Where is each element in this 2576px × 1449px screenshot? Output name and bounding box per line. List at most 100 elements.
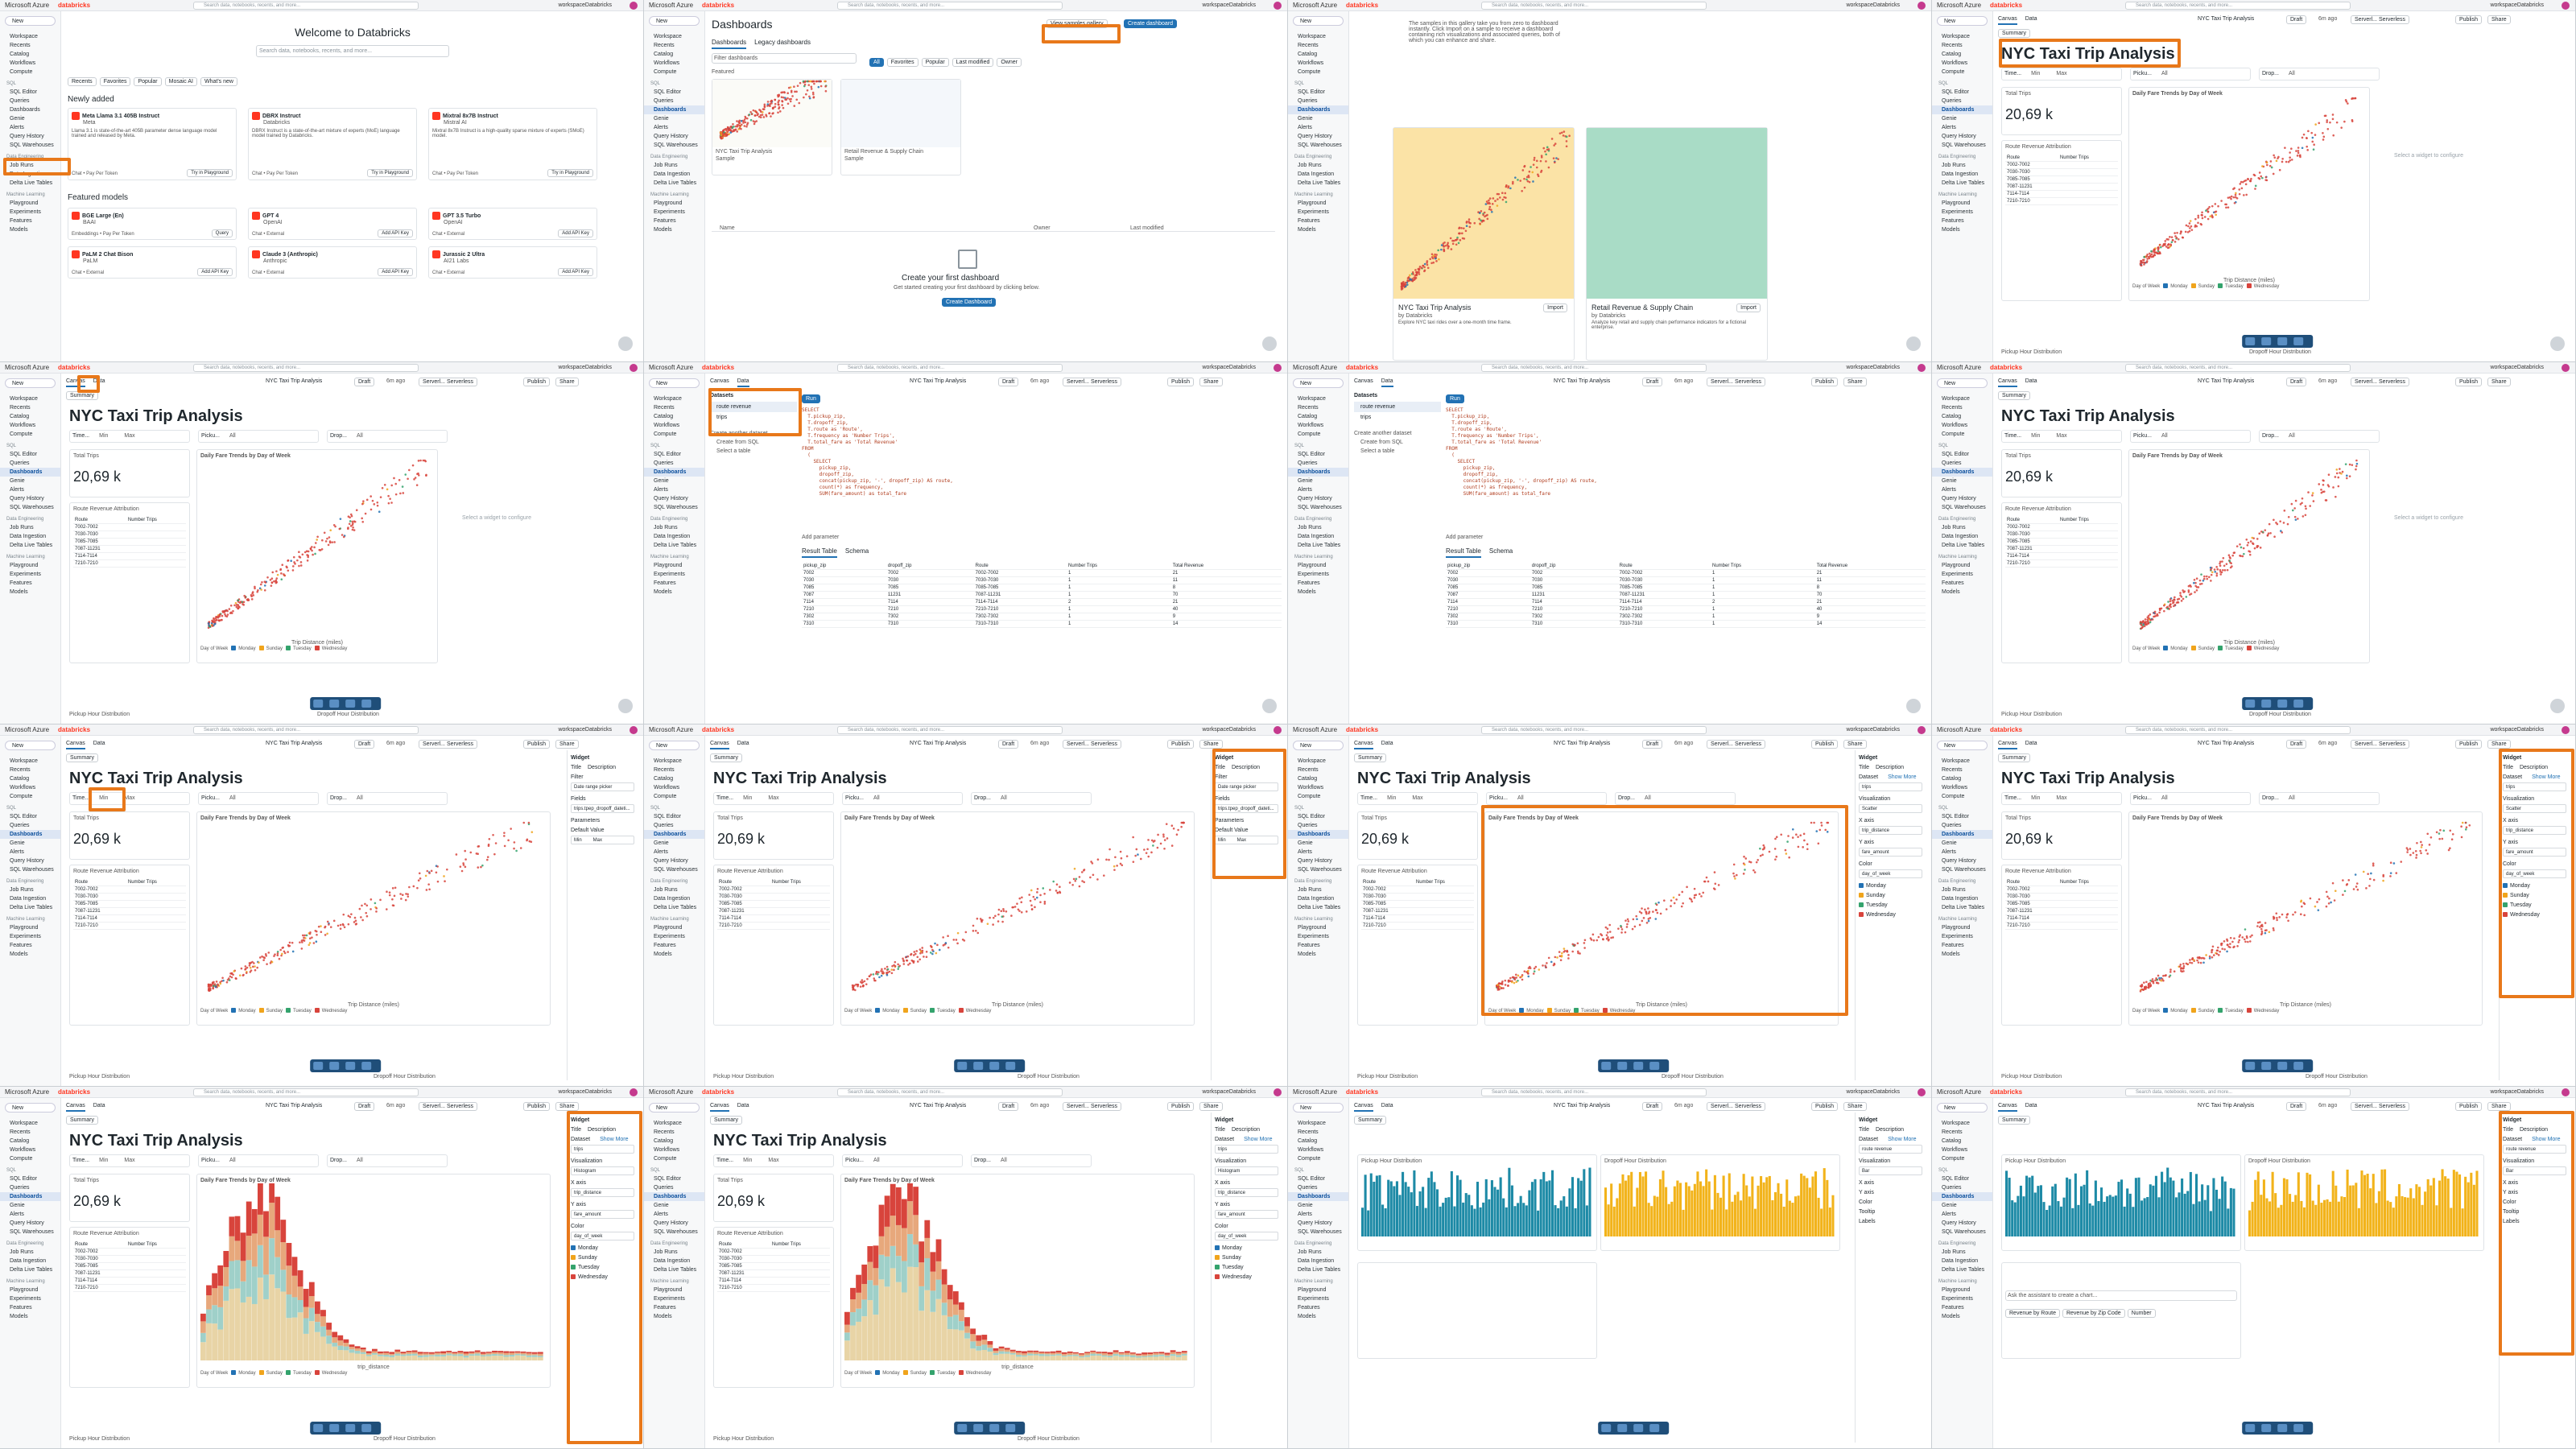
legend-item[interactable]: Wednesday [2253,1008,2280,1013]
legend-item[interactable]: Wednesday [321,1370,348,1376]
share-button[interactable]: Share [2487,378,2511,386]
route-revenue-card[interactable]: Route Revenue Attribution Route Number Tri… [69,865,190,1026]
color-mapping-row[interactable]: Tuesday [571,1263,634,1273]
sidebar-item-data-ingestion[interactable]: Data Ingestion [1298,1258,1335,1264]
legend-item[interactable]: Tuesday [1580,1008,1600,1013]
route-revenue-card[interactable]: Route Revenue Attribution Route Number Tri… [1357,865,1478,1026]
databricks-logo[interactable]: databricks [1346,2,1379,9]
sidebar-item-sql-editor[interactable]: SQL Editor [10,814,37,819]
sidebar-item-sql-editor[interactable]: SQL Editor [10,452,37,457]
sidebar-item-models[interactable]: Models [1942,227,1960,233]
new-button[interactable]: New [5,378,56,388]
sidebar-item-models[interactable]: Models [10,952,28,957]
dropoff-filter-value[interactable]: All [2289,71,2295,76]
result-col-header[interactable]: Number Trips [1067,563,1171,570]
sidebar-item-workflows[interactable]: Workflows [654,1147,680,1153]
toolbar-icon[interactable] [2277,1424,2288,1432]
sidebar-item-dashboards[interactable]: Dashboards [644,830,704,839]
sidebar-item-workflows[interactable]: Workflows [1942,785,1968,791]
share-button[interactable]: Share [1843,1102,1867,1111]
sidebar-item-job-runs[interactable]: Job Runs [654,887,678,893]
sidebar-item-genie[interactable]: Genie [1942,478,1957,484]
filter-chip[interactable]: Owner [997,58,1022,67]
sidebar-item-sql-warehouses[interactable]: SQL Warehouses [10,505,54,510]
sidebar-item-delta-live-tables[interactable]: Delta Live Tables [1298,1267,1341,1273]
color-mapping-row[interactable]: Sunday [2503,891,2566,901]
tab-canvas[interactable]: Canvas [1354,741,1373,749]
sidebar-item-catalog[interactable]: Catalog [1298,1138,1318,1144]
color-mapping-row[interactable]: Sunday [571,1253,634,1263]
sidebar-item-models[interactable]: Models [10,589,28,595]
daily-fare-card[interactable]: Daily Fare Trends by Day of Week Trip Dis… [2128,811,2483,1026]
sidebar-item-sql-editor[interactable]: SQL Editor [1942,89,1969,95]
toolbar-icon[interactable] [1649,1062,1660,1070]
sidebar-item-recents[interactable]: Recents [1298,405,1319,411]
user-avatar[interactable] [1918,2,1926,10]
sidebar-item-queries[interactable]: Queries [654,460,674,466]
sidebar-item-workflows[interactable]: Workflows [10,423,36,428]
time-filter[interactable]: Time... Min Max [69,792,190,805]
description-checkbox[interactable]: Description [587,1127,616,1133]
publish-button[interactable]: Publish [2455,378,2482,386]
sidebar-item-dashboards[interactable]: Dashboards [10,107,40,113]
assistant-icon[interactable] [2550,699,2565,713]
sidebar-item-delta-live-tables[interactable]: Delta Live Tables [654,1267,697,1273]
sidebar-item-playground[interactable]: Playground [10,200,39,206]
visualization-select[interactable]: Scatter [1859,804,1922,813]
sidebar-item-query-history[interactable]: Query History [10,1220,44,1226]
share-button[interactable]: Share [555,740,579,749]
result-col-header[interactable]: Number Trips [1711,563,1815,570]
time-filter-max[interactable]: Max [1412,795,1423,801]
new-button[interactable]: New [1937,16,1988,26]
sidebar-item-dashboards[interactable]: Dashboards [644,468,704,477]
dashboard-name[interactable]: NYC Taxi Trip Analysis [2198,1103,2255,1108]
sidebar-item-models[interactable]: Models [1298,227,1316,233]
sidebar-item-genie[interactable]: Genie [10,840,25,846]
global-search-input[interactable]: Search data, notebooks, recents, and mor… [1481,2,1707,10]
total-trips-card[interactable]: Total Trips 20,69 k [713,1174,834,1222]
share-button[interactable]: Share [1843,740,1867,749]
sidebar-item-workspace[interactable]: Workspace [10,34,38,39]
legend-item[interactable]: Tuesday [292,646,312,651]
sidebar-item-playground[interactable]: Playground [1942,563,1971,568]
route-col-header[interactable]: Route [2005,879,2058,886]
sidebar-item-models[interactable]: Models [10,1314,28,1319]
sidebar-item-playground[interactable]: Playground [10,1287,39,1293]
sidebar-item-data-ingestion[interactable]: Data Ingestion [1298,534,1335,539]
page-tab-summary[interactable]: Summary [1998,753,2030,762]
user-avatar[interactable] [2562,726,2570,734]
assistant-icon[interactable] [2550,336,2565,351]
toolbar-icon[interactable] [345,1424,356,1432]
title-checkbox[interactable]: Title [571,765,581,770]
toolbar-icon[interactable] [329,700,340,708]
databricks-logo[interactable]: databricks [1990,364,2023,371]
sidebar-item-playground[interactable]: Playground [1942,200,1971,206]
route-col-header[interactable]: Route [2005,517,2058,524]
show-more-link[interactable]: Show More [2532,774,2561,780]
sidebar-item-experiments[interactable]: Experiments [1942,209,1973,215]
toolbar-icon[interactable] [361,1424,372,1432]
y-axis-field[interactable]: fare_amount [1215,1210,1278,1219]
legend-item[interactable]: Tuesday [2224,646,2244,651]
filter-chip[interactable]: Recents [68,77,97,86]
sidebar-item-data-ingestion[interactable]: Data Ingestion [1942,896,1979,902]
route-revenue-card[interactable]: Route Revenue Attribution Route Number Tri… [713,1227,834,1388]
sidebar-item-data-ingestion[interactable]: Data Ingestion [1942,1258,1979,1264]
sidebar-item-sql-warehouses[interactable]: SQL Warehouses [1298,142,1342,148]
title-checkbox[interactable]: Title [2503,1127,2513,1133]
publish-button[interactable]: Publish [523,740,550,749]
filter-chip[interactable]: Popular [134,77,162,86]
sidebar-item-genie[interactable]: Genie [654,478,669,484]
sidebar-item-job-runs[interactable]: Job Runs [10,1249,34,1255]
sql-editor[interactable]: Run SELECT T.pickup_zip, T.dropoff_zip, T… [1446,390,1926,497]
sidebar-item-job-runs[interactable]: Job Runs [654,1249,678,1255]
global-search-input[interactable]: Search data, notebooks, recents, and mor… [2125,1088,2351,1096]
visualization-select[interactable]: Scatter [2503,804,2566,813]
dataset-select[interactable]: route revenue [1859,1145,1922,1154]
toolbar-icon[interactable] [2245,1424,2256,1432]
sidebar-item-sql-warehouses[interactable]: SQL Warehouses [10,1229,54,1235]
toolbar-icon[interactable] [1601,1062,1612,1070]
tab-data[interactable]: Data [2025,16,2037,22]
sidebar-item-alerts[interactable]: Alerts [10,849,24,855]
sidebar-item-sql-editor[interactable]: SQL Editor [654,89,681,95]
